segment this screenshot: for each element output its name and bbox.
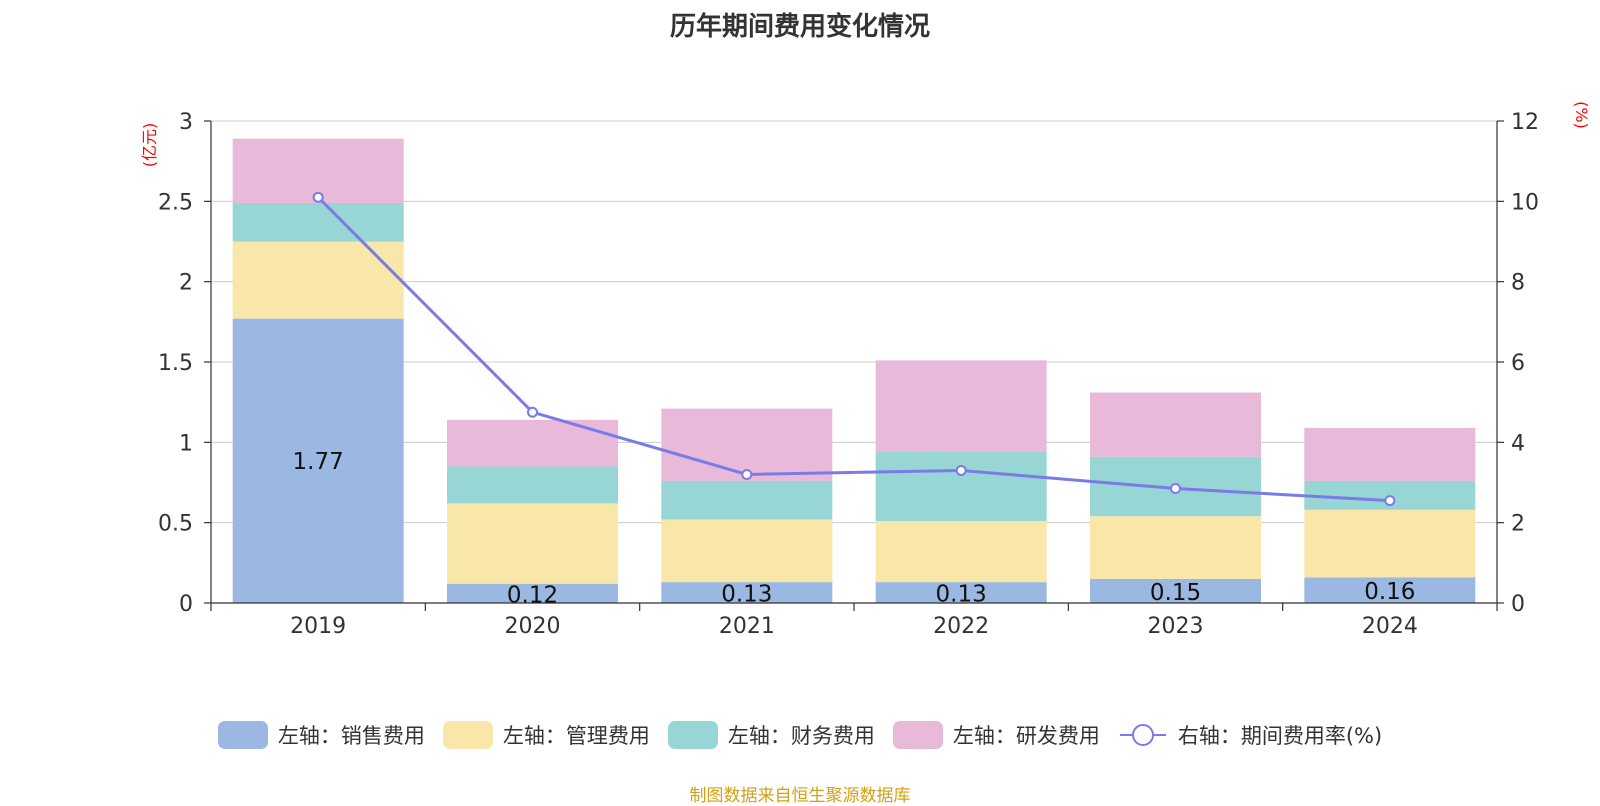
- x-tick-label: 2024: [1362, 614, 1418, 639]
- legend-label: 左轴：销售费用: [277, 724, 425, 748]
- legend-label: 右轴：期间费用率(%): [1177, 724, 1383, 748]
- x-tick-label: 2021: [719, 614, 775, 639]
- bar-finance-2022: [875, 451, 1047, 522]
- rate-point-2020: [527, 406, 538, 418]
- rate-point-2023: [1170, 483, 1181, 495]
- bar-admin-2023: [1090, 516, 1261, 579]
- legend-swatch-rnd: [892, 721, 943, 749]
- right-tick-label: 4: [1511, 431, 1525, 456]
- bar-admin-2024: [1304, 509, 1476, 578]
- left-tick-label: 2.5: [158, 190, 193, 215]
- x-tick-label: 2023: [1148, 614, 1204, 639]
- bar-admin-2019: [232, 241, 404, 319]
- sales-data-label-2024: 0.16: [1364, 579, 1415, 605]
- grid-lines: [211, 120, 1497, 524]
- legend-item-rnd[interactable]: 左轴：研发费用: [892, 720, 1100, 750]
- sales-data-label-2022: 0.13: [936, 582, 987, 608]
- bar-rnd-2024: [1304, 427, 1476, 481]
- left-tick-label: 3: [179, 110, 193, 135]
- x-tick-label: 2022: [933, 614, 989, 639]
- legend-item-rate[interactable]: 右轴：期间费用率(%): [1118, 720, 1382, 750]
- bar-sales-2022: [875, 582, 1047, 603]
- legend-circle-glyph: [1131, 724, 1154, 746]
- rate-point-2022: [955, 464, 967, 476]
- left-tick-label: 0: [179, 592, 193, 617]
- right-tick-label: 6: [1511, 351, 1525, 376]
- axes: 0 0.5 1 1.5 2 2.5 3 0 2 4 6 8 10 12 2019 2020 2021 2022 20…: [158, 110, 1539, 639]
- sales-data-label-2021: 0.13: [721, 582, 772, 608]
- left-tick-label: 1.5: [158, 351, 193, 376]
- legend-item-admin[interactable]: 左轴：管理费用: [442, 720, 650, 750]
- legend-swatch-sales: [217, 721, 268, 749]
- rate-point-2019: [312, 191, 324, 203]
- bar-admin-2022: [875, 521, 1047, 583]
- legend-label: 左轴：财务费用: [727, 724, 875, 748]
- right-tick-label: 10: [1511, 190, 1539, 215]
- legend: 左轴：销售费用 左轴：管理费用 左轴：财务费用 左轴：研发费用 右轴：期间费用率(%): [0, 720, 1600, 750]
- legend-item-sales[interactable]: 左轴：销售费用: [217, 720, 425, 750]
- bar-rnd-2022: [875, 360, 1047, 452]
- bar-series: [232, 138, 1476, 603]
- bar-sales-2021: [661, 582, 833, 603]
- bar-finance-2019: [232, 202, 404, 242]
- legend-swatch-finance: [667, 721, 718, 749]
- bar-rnd-2023: [1090, 392, 1261, 457]
- left-tick-label: 0.5: [158, 512, 193, 537]
- sales-data-label-2023: 0.15: [1150, 580, 1201, 606]
- bar-finance-2021: [661, 480, 833, 520]
- bar-admin-2020: [447, 503, 618, 584]
- chart-title: 历年期间费用变化情况: [669, 12, 930, 42]
- right-tick-label: 2: [1511, 512, 1525, 537]
- rate-point-2021: [741, 468, 753, 480]
- x-tick-label: 2020: [505, 614, 561, 639]
- bar-sales-2024: [1304, 577, 1476, 603]
- bar-sales-2019: [232, 318, 404, 603]
- legend-label: 左轴：管理费用: [502, 724, 650, 748]
- bar-sales-2023: [1090, 578, 1261, 603]
- left-tick-label: 1: [179, 431, 193, 456]
- legend-item-finance[interactable]: 左轴：财务费用: [667, 720, 875, 750]
- right-axis-unit: (%): [1572, 101, 1591, 129]
- legend-label: 左轴：研发费用: [952, 724, 1100, 748]
- left-tick-label: 2: [179, 271, 193, 296]
- legend-swatch-admin: [442, 721, 493, 749]
- x-tick-label: 2019: [290, 614, 346, 639]
- bar-rnd-2021: [661, 408, 833, 481]
- bar-rnd-2020: [447, 419, 618, 467]
- data-source-footer: 制图数据来自恒生聚源数据库: [689, 786, 911, 806]
- legend-swatch-rate: [1119, 724, 1166, 746]
- right-tick-label: 0: [1511, 592, 1525, 617]
- rate-line: [317, 196, 1390, 503]
- data-labels: 1.77 0.12 0.13 0.13 0.15 0.16: [293, 449, 1416, 609]
- left-axis-unit: (亿元): [140, 123, 159, 168]
- sales-data-label-2019: 1.77: [293, 449, 344, 475]
- rate-line-series: [312, 191, 1396, 507]
- rate-point-2024: [1384, 495, 1396, 507]
- right-tick-label: 8: [1511, 271, 1525, 296]
- bar-finance-2020: [447, 466, 618, 504]
- bar-admin-2021: [661, 519, 833, 583]
- sales-data-label-2020: 0.12: [507, 582, 558, 608]
- right-tick-label: 12: [1511, 110, 1539, 135]
- bar-sales-2020: [447, 583, 618, 603]
